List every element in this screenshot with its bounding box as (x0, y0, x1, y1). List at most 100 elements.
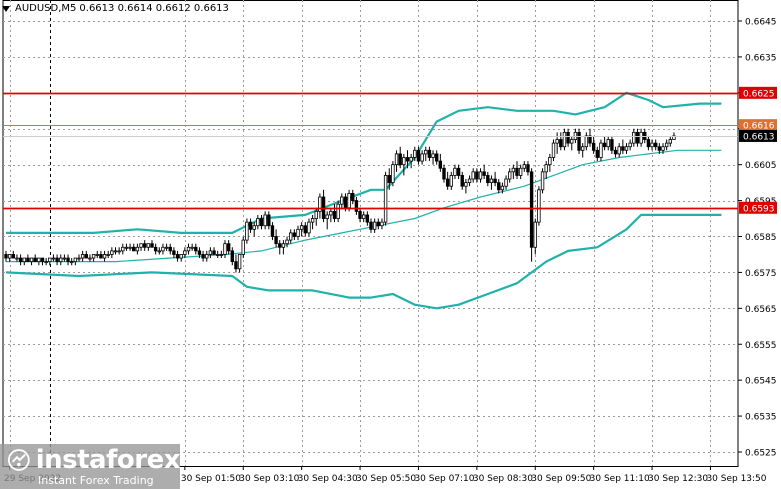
candle (639, 128, 643, 147)
candle (489, 175, 494, 190)
grid (2, 0, 739, 467)
candle-body-bull (522, 164, 526, 169)
candle (208, 247, 213, 259)
candle-body-bear (153, 246, 158, 252)
candle-body-bull (62, 257, 67, 260)
candle-body-bull (88, 257, 92, 260)
candle-body-bear (172, 250, 176, 255)
candle (361, 211, 366, 223)
candle-body-bear (11, 254, 15, 259)
candle (478, 168, 483, 183)
candle-body-bull (672, 135, 676, 140)
candle-body-bull (347, 192, 351, 209)
price-line-badge: 0.6616 (739, 119, 777, 132)
candle (661, 143, 665, 154)
dropdown-triangle-icon[interactable] (2, 5, 10, 12)
candle-body-bull (409, 157, 413, 162)
candle (33, 254, 37, 263)
candle-body-bear (595, 149, 599, 158)
candle-body-bull (639, 131, 643, 144)
candle (318, 193, 322, 219)
candle-body-bear (351, 192, 355, 201)
candle (383, 171, 388, 226)
candle (29, 257, 34, 266)
candle-body-bull (29, 257, 34, 263)
candle (234, 254, 238, 273)
candlesticks (4, 128, 676, 273)
candle-body-bear (168, 246, 172, 252)
candle-body-bull (146, 243, 151, 248)
candle (296, 225, 300, 241)
candle-body-bear (559, 139, 563, 148)
candle-body-bear (267, 214, 271, 227)
candle (307, 218, 311, 237)
candle-body-bull (507, 171, 512, 180)
candle (288, 229, 293, 244)
candle-body-bull (431, 153, 435, 158)
candle-body-bear (248, 221, 253, 230)
candle-body-bear (197, 250, 202, 255)
candle (256, 214, 260, 230)
candle (15, 254, 19, 262)
candle-body-bull (124, 246, 129, 249)
candle (303, 222, 307, 237)
candle (212, 247, 216, 255)
candle-body-bear (486, 175, 490, 184)
candle (267, 211, 271, 230)
candle (245, 218, 249, 244)
candle (150, 240, 154, 248)
candle-body-bear (259, 218, 264, 227)
candle-body-bear (194, 246, 198, 252)
candle (442, 164, 446, 183)
candle (529, 168, 534, 262)
candle-body-bear (343, 196, 348, 209)
candle (37, 257, 41, 266)
candle (332, 204, 337, 223)
candle-body-bull (164, 246, 169, 249)
candle-body-bear (526, 164, 530, 173)
candle (456, 164, 461, 180)
x-tick-label: 30 Sep 04:30 (298, 474, 358, 484)
candle (201, 250, 205, 262)
candle (310, 214, 315, 230)
candle-body-bear (416, 149, 421, 162)
candle (424, 146, 428, 162)
candle (584, 132, 589, 151)
candle (602, 135, 607, 151)
candle-body-bull (402, 157, 406, 166)
candle-body-bear (369, 221, 373, 230)
candle (635, 128, 640, 147)
candle-body-bear (497, 182, 501, 191)
candle (73, 257, 78, 266)
candle-body-bull (281, 243, 286, 248)
candle (577, 128, 581, 154)
price-line-badge-text: 0.6616 (743, 122, 775, 132)
candle-body-bear (456, 167, 461, 176)
candle (427, 146, 432, 162)
candle (420, 150, 424, 165)
candle (493, 171, 497, 187)
candle-body-bull (219, 254, 224, 256)
candle-body-bear (84, 254, 88, 259)
candle-body-bear (602, 142, 607, 148)
candle (438, 153, 443, 172)
candle (365, 211, 370, 226)
candle-body-bull (307, 221, 311, 234)
candle (146, 243, 151, 251)
candle (336, 200, 340, 223)
candle-body-bull (518, 167, 523, 176)
candle-body-bear (201, 254, 205, 259)
x-tick-label: 30 Sep 05:50 (356, 474, 416, 484)
candle (570, 135, 574, 151)
candle-body-bull (44, 261, 48, 264)
candle-body-bear (643, 131, 647, 140)
candle-body-bear (365, 214, 370, 223)
candle (624, 143, 629, 154)
candle-body-bear (99, 254, 103, 259)
candle-body-bull (102, 254, 107, 259)
candle-body-bull (51, 257, 56, 260)
candle-body-bear (398, 153, 402, 166)
candle (621, 139, 625, 154)
candle (274, 229, 278, 248)
